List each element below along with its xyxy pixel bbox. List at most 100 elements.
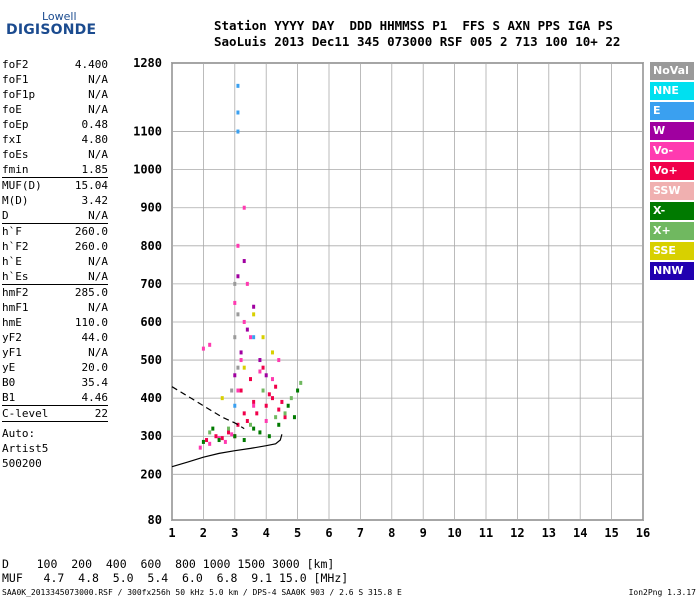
data-point bbox=[277, 422, 281, 427]
param-name: hmF1 bbox=[2, 301, 29, 314]
data-point bbox=[242, 259, 246, 264]
x-tick-label: 8 bbox=[388, 526, 395, 540]
x-tick-label: 14 bbox=[573, 526, 587, 540]
data-point bbox=[245, 418, 249, 423]
param-name: foEp bbox=[2, 118, 29, 131]
param-row: fmin 1.85 bbox=[2, 162, 108, 178]
param-value: N/A bbox=[88, 346, 108, 359]
data-point bbox=[245, 281, 249, 286]
data-point bbox=[267, 392, 271, 397]
param-value: 15.04 bbox=[74, 179, 108, 192]
parameter-panel: foF2 4.400 foF1 N/A foF1p N/A foE N/A foEp 0.48 fx… bbox=[2, 57, 108, 471]
data-point bbox=[201, 439, 205, 444]
x-tick-label: 9 bbox=[420, 526, 427, 540]
y-tick-label: 700 bbox=[140, 277, 162, 291]
x-tick-label: 6 bbox=[325, 526, 332, 540]
param-value: 0.48 bbox=[81, 118, 109, 131]
data-point bbox=[249, 377, 252, 382]
param-name: hmE bbox=[2, 316, 22, 329]
param-name: foF1p bbox=[2, 88, 36, 101]
param-name: h`E bbox=[2, 255, 22, 268]
param-row: hmF2 285.0 bbox=[2, 285, 108, 300]
param-name: h`Es bbox=[2, 270, 29, 283]
param-row: B1 4.46 bbox=[2, 390, 108, 406]
y-tick-label: 1000 bbox=[133, 163, 162, 177]
param-value: N/A bbox=[88, 88, 108, 101]
data-point bbox=[264, 418, 268, 423]
data-point bbox=[274, 384, 278, 389]
data-point bbox=[258, 358, 262, 363]
param-row: MUF(D) 15.04 bbox=[2, 178, 108, 193]
data-point bbox=[198, 445, 202, 450]
footer-file-info: SAA0K_2013345073000.RSF / 300fx256h 50 k… bbox=[2, 588, 402, 597]
param-value: 260.0 bbox=[74, 240, 108, 253]
param-row: yE 20.0 bbox=[2, 360, 108, 375]
y-tick-label: 1100 bbox=[133, 125, 162, 139]
data-point bbox=[220, 396, 224, 401]
legend-item: Vo- bbox=[650, 142, 694, 160]
data-point bbox=[227, 430, 231, 435]
param-row: M(D) 3.42 bbox=[2, 193, 108, 208]
data-point bbox=[242, 205, 246, 210]
legend-item: NNE bbox=[650, 82, 694, 100]
x-tick-label: 5 bbox=[294, 526, 301, 540]
data-point bbox=[239, 388, 243, 393]
autoscale-info: Auto: Artist5 500200 bbox=[2, 426, 108, 471]
data-point bbox=[270, 350, 274, 355]
param-row: D N/A bbox=[2, 208, 108, 224]
x-tick-label: 2 bbox=[200, 526, 207, 540]
data-point bbox=[249, 422, 252, 427]
param-name: C-level bbox=[2, 407, 49, 420]
param-value: N/A bbox=[88, 209, 108, 222]
data-point bbox=[242, 438, 246, 443]
param-name: yE bbox=[2, 361, 16, 374]
y-tick-label: 80 bbox=[148, 513, 162, 527]
data-point bbox=[233, 403, 237, 408]
x-tick-label: 15 bbox=[604, 526, 618, 540]
header-labels: Station YYYY DAY DDD HHMMSS P1 FFS S AXN… bbox=[214, 18, 613, 33]
data-point bbox=[296, 388, 300, 393]
x-tick-label: 10 bbox=[447, 526, 461, 540]
legend-item: X- bbox=[650, 202, 694, 220]
data-point bbox=[292, 415, 296, 420]
y-tick-label: 500 bbox=[140, 353, 162, 367]
legend-item: Vo+ bbox=[650, 162, 694, 180]
data-point bbox=[264, 373, 268, 378]
param-row: fxI 4.80 bbox=[2, 132, 108, 147]
data-point bbox=[233, 434, 237, 439]
param-row: h`E N/A bbox=[2, 254, 108, 269]
param-name: foF2 bbox=[2, 58, 29, 71]
param-name: M(D) bbox=[2, 194, 29, 207]
data-point bbox=[236, 274, 240, 279]
param-row: B0 35.4 bbox=[2, 375, 108, 390]
param-row: yF2 44.0 bbox=[2, 330, 108, 345]
data-point bbox=[252, 426, 256, 431]
y-tick-label: 1280 bbox=[133, 56, 162, 70]
data-point bbox=[239, 350, 243, 355]
trace-dashed bbox=[171, 386, 245, 430]
param-name: foEs bbox=[2, 148, 29, 161]
param-row: hmE 110.0 bbox=[2, 315, 108, 330]
data-point bbox=[270, 377, 274, 382]
data-point bbox=[261, 335, 265, 340]
param-name: yF1 bbox=[2, 346, 22, 359]
legend-item: NoVal bbox=[650, 62, 694, 80]
data-point bbox=[261, 388, 265, 393]
data-point bbox=[249, 335, 252, 340]
header-values: SaoLuis 2013 Dec11 345 073000 RSF 005 2 … bbox=[214, 34, 621, 49]
y-tick-label: 200 bbox=[140, 467, 162, 481]
data-point bbox=[236, 243, 240, 248]
data-point bbox=[258, 369, 262, 374]
data-point bbox=[252, 403, 256, 408]
data-point bbox=[220, 436, 224, 441]
data-point bbox=[274, 415, 278, 420]
param-value: N/A bbox=[88, 73, 108, 86]
data-point bbox=[233, 281, 237, 286]
param-value: N/A bbox=[88, 148, 108, 161]
x-tick-label: 4 bbox=[263, 526, 270, 540]
data-point bbox=[283, 415, 287, 420]
data-point bbox=[233, 335, 237, 340]
data-point bbox=[239, 358, 243, 363]
x-tick-label: 11 bbox=[479, 526, 493, 540]
